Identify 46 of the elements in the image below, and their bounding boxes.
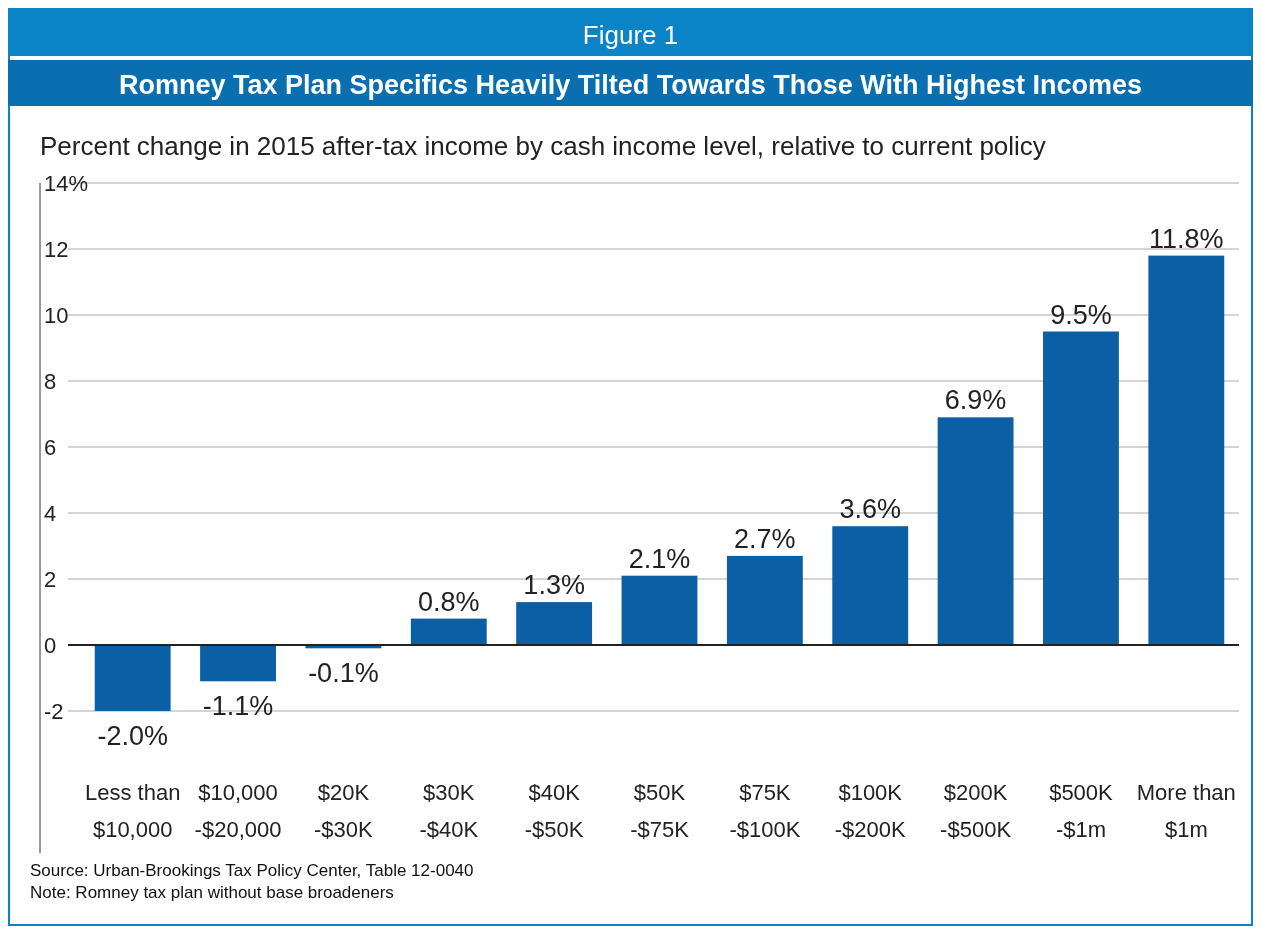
data-label: 11.8% [1149,223,1224,254]
y-axis-title: Percent change in 2015 after-tax income by cash income level, relative to current policy [40,131,1046,161]
y-tick-label: 12 [44,236,69,262]
x-tick-label: $30K -$40K [419,780,479,842]
x-tick-label: Less than $10,000 [84,780,181,842]
y-tick-label: 4 [44,500,57,526]
x-tick-label: $10,000 -$20,000 [194,780,282,842]
y-tick-label: 0 [44,632,57,658]
data-label: 3.6% [839,494,901,525]
y-tick-label: 6 [44,434,57,460]
data-label: 2.1% [628,543,691,574]
x-tick-label: More than $1m [1136,780,1236,842]
bar [726,555,803,645]
bar [1148,255,1225,645]
bar [200,645,276,682]
x-tick-label: $75K -$100K [729,780,801,842]
text: Note: Romney tax plan without base broadeners [30,883,394,902]
bar [937,417,1014,645]
x-tick-label: $500K -$1m [1049,780,1114,842]
data-label: 0.8% [418,586,480,617]
bar [410,618,487,645]
y-tick-label: 10 [44,302,69,328]
x-tick-label: $50K -$75K [630,780,690,842]
data-label: -1.1% [202,691,274,722]
data-label: -0.1% [308,658,379,689]
x-tick-label: $40K -$50K [524,780,584,842]
data-label: -2.0% [97,721,168,751]
data-label: 6.9% [944,385,1007,416]
x-tick-label: $200K -$500K [940,780,1012,842]
y-tick-label: -2 [44,698,64,724]
chart-title: Figure 1 [582,20,679,50]
source-note: Source: Urban-Brookings Tax Policy Center, Table 12-0040 [30,861,474,880]
y-tick-label: 2 [44,566,57,592]
bar [1043,331,1119,645]
chart-subtitle: Romney Tax Plan Specifics Heavily Tilted Towards Those With Highest Incomes [118,70,1143,100]
data-label: 1.3% [523,570,585,601]
data-label: 2.7% [734,523,796,554]
data-label: 9.5% [1050,299,1112,330]
bar [94,645,171,711]
bar [516,602,593,645]
x-tick-label: $20K -$30K [314,780,374,842]
x-tick-label: $100K -$200K [834,780,907,842]
y-tick-label: 8 [44,368,57,394]
bar [621,575,698,645]
y-tick-label: 14% [44,170,89,196]
bar [832,526,909,645]
